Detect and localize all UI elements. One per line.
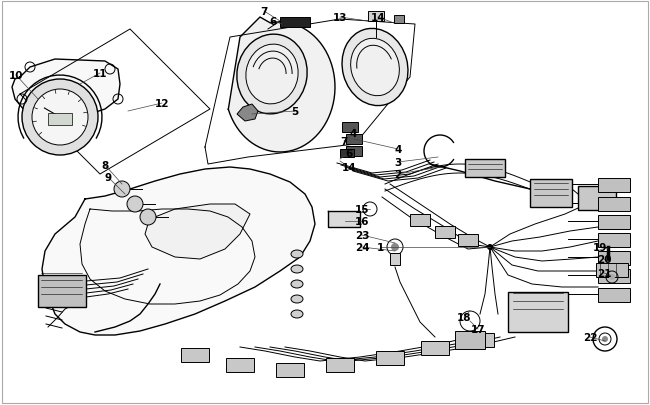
FancyBboxPatch shape xyxy=(455,331,485,349)
FancyBboxPatch shape xyxy=(598,288,630,302)
Text: 20: 20 xyxy=(597,254,611,264)
FancyBboxPatch shape xyxy=(598,252,630,265)
Text: 4: 4 xyxy=(395,145,402,155)
FancyBboxPatch shape xyxy=(181,348,209,362)
Bar xyxy=(346,135,362,145)
Text: 9: 9 xyxy=(105,173,112,183)
Polygon shape xyxy=(145,205,250,259)
FancyBboxPatch shape xyxy=(226,358,254,372)
Bar xyxy=(48,114,72,126)
FancyBboxPatch shape xyxy=(465,160,505,177)
Circle shape xyxy=(609,274,615,280)
Text: 2: 2 xyxy=(395,170,402,179)
Ellipse shape xyxy=(291,310,303,318)
Polygon shape xyxy=(12,60,120,118)
Ellipse shape xyxy=(291,280,303,288)
Text: 14: 14 xyxy=(370,13,385,23)
Polygon shape xyxy=(42,168,315,335)
FancyBboxPatch shape xyxy=(326,358,354,372)
Text: 4: 4 xyxy=(349,129,357,139)
Text: 8: 8 xyxy=(101,161,109,171)
Polygon shape xyxy=(328,211,360,228)
Polygon shape xyxy=(237,105,258,122)
Text: 18: 18 xyxy=(457,312,471,322)
Ellipse shape xyxy=(291,295,303,303)
Text: 14: 14 xyxy=(342,162,356,173)
FancyBboxPatch shape xyxy=(530,179,572,207)
FancyBboxPatch shape xyxy=(598,233,630,247)
Circle shape xyxy=(487,244,493,250)
Bar xyxy=(368,12,384,22)
Ellipse shape xyxy=(342,29,408,107)
Text: 15: 15 xyxy=(355,205,369,215)
Circle shape xyxy=(22,80,98,156)
Text: 3: 3 xyxy=(395,158,402,168)
FancyBboxPatch shape xyxy=(435,226,455,239)
Text: 16: 16 xyxy=(355,216,369,226)
Text: 5: 5 xyxy=(291,107,298,117)
FancyBboxPatch shape xyxy=(598,215,630,230)
Circle shape xyxy=(602,336,608,342)
FancyBboxPatch shape xyxy=(598,198,630,211)
Text: 19: 19 xyxy=(593,243,607,252)
Text: 6: 6 xyxy=(269,17,277,27)
FancyBboxPatch shape xyxy=(466,333,494,347)
Ellipse shape xyxy=(291,265,303,273)
Ellipse shape xyxy=(291,250,303,258)
Bar xyxy=(346,147,362,157)
Text: 21: 21 xyxy=(597,269,611,278)
Circle shape xyxy=(391,243,399,252)
Text: 13: 13 xyxy=(333,13,347,23)
FancyBboxPatch shape xyxy=(598,179,630,192)
FancyBboxPatch shape xyxy=(596,263,628,277)
Text: 23: 23 xyxy=(355,230,369,241)
FancyBboxPatch shape xyxy=(38,275,86,307)
FancyBboxPatch shape xyxy=(376,351,404,365)
Bar xyxy=(390,254,400,265)
Ellipse shape xyxy=(237,35,307,115)
FancyBboxPatch shape xyxy=(598,269,630,283)
FancyBboxPatch shape xyxy=(410,215,430,226)
FancyBboxPatch shape xyxy=(508,292,568,332)
Text: 11: 11 xyxy=(93,69,107,79)
Text: 24: 24 xyxy=(355,243,369,252)
Text: 12: 12 xyxy=(155,99,169,109)
Circle shape xyxy=(32,90,88,146)
Bar xyxy=(342,123,358,133)
Polygon shape xyxy=(228,18,335,153)
FancyBboxPatch shape xyxy=(578,187,616,211)
Circle shape xyxy=(127,196,143,213)
FancyBboxPatch shape xyxy=(276,363,304,377)
Text: 22: 22 xyxy=(583,332,597,342)
Bar xyxy=(340,149,354,158)
Text: 6: 6 xyxy=(345,149,352,159)
Text: 17: 17 xyxy=(471,324,486,334)
Text: 1: 1 xyxy=(376,243,384,252)
Text: 7: 7 xyxy=(260,7,268,17)
Circle shape xyxy=(140,209,156,226)
Text: 7: 7 xyxy=(341,136,348,147)
Text: 10: 10 xyxy=(8,71,23,81)
Ellipse shape xyxy=(246,45,298,104)
Circle shape xyxy=(114,181,130,198)
FancyBboxPatch shape xyxy=(458,234,478,246)
FancyBboxPatch shape xyxy=(421,341,449,355)
Bar xyxy=(394,16,404,24)
Bar xyxy=(280,18,310,28)
Ellipse shape xyxy=(350,39,399,96)
